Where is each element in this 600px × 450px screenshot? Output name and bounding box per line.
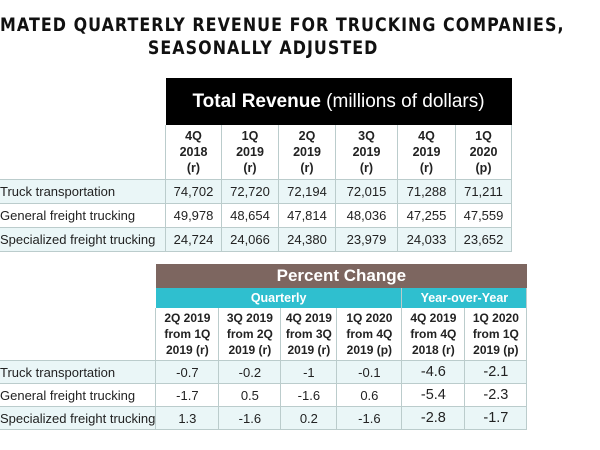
table-cell: 71,211 xyxy=(455,179,512,204)
total-revenue-table: Total Revenue (millions of dollars) 4Q 20… xyxy=(0,78,512,252)
table-cell: 24,033 xyxy=(397,227,456,252)
row-label: Truck transportation xyxy=(0,360,156,384)
table-cell: 0.6 xyxy=(336,383,403,407)
column-header: 4Q 2018 (r) xyxy=(165,125,222,180)
column-header: 2Q 2019 from 1Q 2019 (r) xyxy=(155,308,220,361)
column-header: 3Q 2019 from 2Q 2019 (r) xyxy=(218,308,282,361)
table-cell: 47,255 xyxy=(397,203,456,228)
table-cell: 24,066 xyxy=(221,227,279,252)
revenue-heading-bold: Total Revenue xyxy=(192,90,321,112)
table-cell: 24,380 xyxy=(278,227,336,252)
table-cell: -2.3 xyxy=(464,383,528,407)
row-label: Truck transportation xyxy=(0,179,166,204)
table-cell: 0.5 xyxy=(218,383,282,407)
table-cell: 24,724 xyxy=(165,227,222,252)
table-cell: 23,979 xyxy=(335,227,398,252)
column-header: 1Q 2020 (p) xyxy=(455,125,512,180)
table-row: General freight trucking 49,978 48,654 4… xyxy=(0,203,512,228)
table-cell: 71,288 xyxy=(397,179,456,204)
table-cell: 74,702 xyxy=(165,179,222,204)
table-cell: -1.6 xyxy=(218,406,282,430)
table-cell: 72,720 xyxy=(221,179,279,204)
table-cell: 48,036 xyxy=(335,203,398,228)
title-line-2: SEASONALLY ADJUSTED xyxy=(147,38,379,59)
header-spacer xyxy=(0,125,166,180)
title-line-1: MATED QUARTERLY REVENUE FOR TRUCKING COM… xyxy=(0,15,565,36)
row-label: General freight trucking xyxy=(0,383,156,407)
table-cell: -2.8 xyxy=(401,406,466,430)
header-spacer xyxy=(0,78,166,125)
table-cell: 1.3 xyxy=(155,406,220,430)
group-header-quarterly: Quarterly xyxy=(155,288,403,308)
table-cell: -1.6 xyxy=(280,383,338,407)
table-cell: -1.7 xyxy=(155,383,220,407)
table-row: Truck transportation -0.7 -0.2 -1 -0.1 -… xyxy=(0,360,528,384)
header-spacer xyxy=(0,264,156,288)
header-spacer xyxy=(0,308,156,361)
table-row: General freight trucking -1.7 0.5 -1.6 0… xyxy=(0,383,528,407)
table-cell: 48,654 xyxy=(221,203,279,228)
table-row: Truck transportation 74,702 72,720 72,19… xyxy=(0,179,512,204)
table-cell: 72,015 xyxy=(335,179,398,204)
table-cell: -4.6 xyxy=(401,360,466,384)
column-header: 4Q 2019 (r) xyxy=(397,125,456,180)
table-cell: -0.2 xyxy=(218,360,282,384)
row-label: Specialized freight trucking xyxy=(0,406,156,430)
table-cell: -2.1 xyxy=(464,360,528,384)
percent-change-heading: Percent Change xyxy=(155,264,527,288)
column-header: 1Q 2019 (r) xyxy=(221,125,279,180)
table-row: Specialized freight trucking 1.3 -1.6 0.… xyxy=(0,406,528,430)
row-label: Specialized freight trucking xyxy=(0,227,166,252)
header-spacer xyxy=(0,288,156,308)
percent-change-table: Percent Change Quarterly Year-over-Year … xyxy=(0,264,528,430)
column-header: 1Q 2020 from 4Q 2019 (p) xyxy=(336,308,403,361)
table-cell: 0.2 xyxy=(280,406,338,430)
column-header: 4Q 2019 from 3Q 2019 (r) xyxy=(280,308,338,361)
table-cell: 49,978 xyxy=(165,203,222,228)
table-cell: -1 xyxy=(280,360,338,384)
column-header: 2Q 2019 (r) xyxy=(278,125,336,180)
table-cell: -5.4 xyxy=(401,383,466,407)
table-row: Specialized freight trucking 24,724 24,0… xyxy=(0,227,512,252)
column-header: 4Q 2019 from 4Q 2018 (r) xyxy=(401,308,466,361)
table-cell: -0.1 xyxy=(336,360,403,384)
table-cell: 23,652 xyxy=(455,227,512,252)
column-header: 1Q 2020 from 1Q 2019 (p) xyxy=(464,308,528,361)
table-cell: 47,559 xyxy=(455,203,512,228)
table-cell: -1.6 xyxy=(336,406,403,430)
table-cell: -0.7 xyxy=(155,360,220,384)
table-cell: -1.7 xyxy=(464,406,528,430)
table-cell: 47,814 xyxy=(278,203,336,228)
revenue-heading-unit: (millions of dollars) xyxy=(320,90,485,112)
column-header: 3Q 2019 (r) xyxy=(335,125,398,180)
revenue-table-heading: Total Revenue (millions of dollars) xyxy=(165,78,512,125)
row-label: General freight trucking xyxy=(0,203,166,228)
table-cell: 72,194 xyxy=(278,179,336,204)
group-header-year-over-year: Year-over-Year xyxy=(401,288,528,308)
